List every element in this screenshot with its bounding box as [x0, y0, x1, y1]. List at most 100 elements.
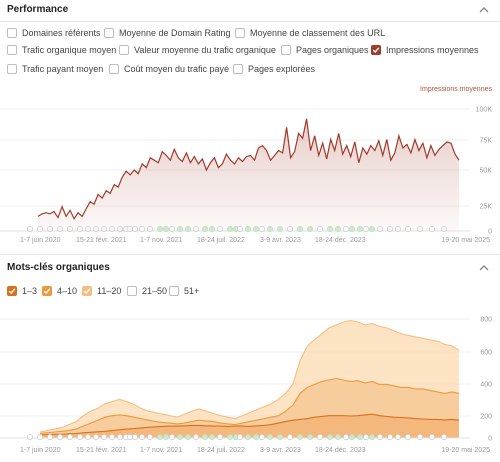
timeline-marker-icon[interactable] [227, 226, 233, 232]
timeline-marker-icon[interactable] [297, 434, 303, 440]
checkbox-pages-organiques[interactable]: Pages organiques [281, 43, 369, 57]
timeline-marker-icon[interactable] [193, 226, 199, 232]
checkbox-51[interactable]: 51+ [169, 284, 199, 298]
timeline-marker-icon[interactable] [27, 434, 33, 440]
timeline-marker-icon[interactable] [237, 226, 243, 232]
timeline-marker-icon[interactable] [357, 226, 363, 232]
timeline-marker-icon[interactable] [67, 226, 73, 232]
checkbox-moyenne-de-domain-rating[interactable]: Moyenne de Domain Rating [104, 26, 231, 40]
timeline-marker-icon[interactable] [37, 226, 43, 232]
timeline-marker-icon[interactable] [57, 226, 63, 232]
timeline-marker-icon[interactable] [441, 226, 447, 232]
checkbox-checked-icon[interactable] [371, 45, 381, 55]
timeline-marker-icon[interactable] [177, 226, 183, 232]
timeline-marker-icon[interactable] [101, 226, 107, 232]
timeline-marker-icon[interactable] [101, 434, 107, 440]
timeline-marker-icon[interactable] [245, 226, 251, 232]
checkbox-checked-icon[interactable] [42, 286, 52, 296]
timeline-marker-icon[interactable] [157, 226, 163, 232]
timeline-marker-icon[interactable] [77, 226, 83, 232]
timeline-marker-icon[interactable] [441, 434, 447, 440]
timeline-marker-icon[interactable] [287, 434, 293, 440]
timeline-marker-icon[interactable] [117, 226, 123, 232]
checkbox-moyenne-de-classement-des-url[interactable]: Moyenne de classement des URL [235, 26, 385, 40]
timeline-marker-icon[interactable] [377, 226, 383, 232]
timeline-marker-icon[interactable] [177, 434, 183, 440]
timeline-marker-icon[interactable] [147, 434, 153, 440]
checkbox-checked-icon[interactable] [7, 286, 17, 296]
timeline-marker-icon[interactable] [335, 226, 341, 232]
timeline-marker-icon[interactable] [202, 434, 208, 440]
timeline-marker-icon[interactable] [139, 226, 145, 232]
timeline-marker-icon[interactable] [429, 226, 435, 232]
timeline-marker-icon[interactable] [132, 226, 138, 232]
timeline-marker-icon[interactable] [357, 434, 363, 440]
timeline-marker-icon[interactable] [349, 226, 355, 232]
checkbox-cout-moyen-du-trafic-paye[interactable]: Coût moyen du trafic payé [109, 62, 229, 76]
timeline-marker-icon[interactable] [297, 226, 303, 232]
timeline-marker-icon[interactable] [57, 434, 63, 440]
timeline-marker-icon[interactable] [349, 434, 355, 440]
timeline-marker-icon[interactable] [335, 434, 341, 440]
checkbox-domaines-referents[interactable]: Domaines référents [7, 26, 101, 40]
timeline-marker-icon[interactable] [267, 434, 273, 440]
timeline-marker-icon[interactable] [259, 226, 265, 232]
checkbox-11-20[interactable]: 11–20 [82, 284, 121, 298]
timeline-marker-icon[interactable] [185, 226, 191, 232]
timeline-marker-icon[interactable] [132, 434, 138, 440]
timeline-marker-icon[interactable] [47, 434, 53, 440]
timeline-marker-icon[interactable] [169, 434, 175, 440]
timeline-marker-icon[interactable] [417, 434, 423, 440]
checkbox-unchecked-icon[interactable] [7, 28, 17, 38]
checkbox-unchecked-icon[interactable] [235, 28, 245, 38]
timeline-marker-icon[interactable] [259, 434, 265, 440]
timeline-marker-icon[interactable] [185, 434, 191, 440]
timeline-marker-icon[interactable] [327, 434, 333, 440]
timeline-marker-icon[interactable] [139, 434, 145, 440]
timeline-marker-icon[interactable] [405, 226, 411, 232]
checkbox-21-50[interactable]: 21–50 [127, 284, 167, 298]
timeline-marker-icon[interactable] [202, 226, 208, 232]
timeline-marker-icon[interactable] [343, 434, 349, 440]
timeline-marker-icon[interactable] [395, 434, 401, 440]
timeline-marker-icon[interactable] [237, 434, 243, 440]
checkbox-unchecked-icon[interactable] [281, 45, 291, 55]
checkbox-checked-icon[interactable] [82, 286, 92, 296]
timeline-marker-icon[interactable] [377, 434, 383, 440]
checkbox-trafic-payant-moyen[interactable]: Trafic payant moyen [7, 62, 103, 76]
timeline-marker-icon[interactable] [253, 434, 259, 440]
checkbox-unchecked-icon[interactable] [169, 286, 179, 296]
timeline-marker-icon[interactable] [93, 434, 99, 440]
timeline-marker-icon[interactable] [327, 226, 333, 232]
timeline-marker-icon[interactable] [287, 226, 293, 232]
timeline-marker-icon[interactable] [343, 226, 349, 232]
timeline-marker-icon[interactable] [369, 434, 375, 440]
timeline-marker-icon[interactable] [147, 226, 153, 232]
timeline-marker-icon[interactable] [317, 434, 323, 440]
checkbox-unchecked-icon[interactable] [7, 64, 17, 74]
timeline-marker-icon[interactable] [209, 434, 215, 440]
timeline-marker-icon[interactable] [47, 226, 53, 232]
timeline-marker-icon[interactable] [37, 434, 43, 440]
timeline-marker-icon[interactable] [405, 434, 411, 440]
timeline-marker-icon[interactable] [245, 434, 251, 440]
timeline-marker-icon[interactable] [127, 434, 133, 440]
timeline-marker-icon[interactable] [217, 434, 223, 440]
timeline-marker-icon[interactable] [169, 226, 175, 232]
timeline-marker-icon[interactable] [217, 226, 223, 232]
timeline-marker-icon[interactable] [157, 434, 163, 440]
timeline-marker-icon[interactable] [109, 434, 115, 440]
timeline-marker-icon[interactable] [369, 226, 375, 232]
timeline-marker-icon[interactable] [163, 434, 169, 440]
collapse-performance-icon[interactable] [478, 4, 490, 16]
checkbox-valeur-moyenne-du-trafic-organique[interactable]: Valeur moyenne du trafic organique [119, 43, 276, 57]
checkbox-unchecked-icon[interactable] [233, 64, 243, 74]
timeline-marker-icon[interactable] [317, 226, 323, 232]
timeline-marker-icon[interactable] [277, 226, 283, 232]
timeline-marker-icon[interactable] [307, 434, 313, 440]
checkbox-impressions-moyennes[interactable]: Impressions moyennes [371, 43, 479, 57]
timeline-marker-icon[interactable] [395, 226, 401, 232]
timeline-marker-icon[interactable] [27, 226, 33, 232]
collapse-keywords-icon[interactable] [478, 262, 490, 274]
checkbox-unchecked-icon[interactable] [7, 45, 17, 55]
